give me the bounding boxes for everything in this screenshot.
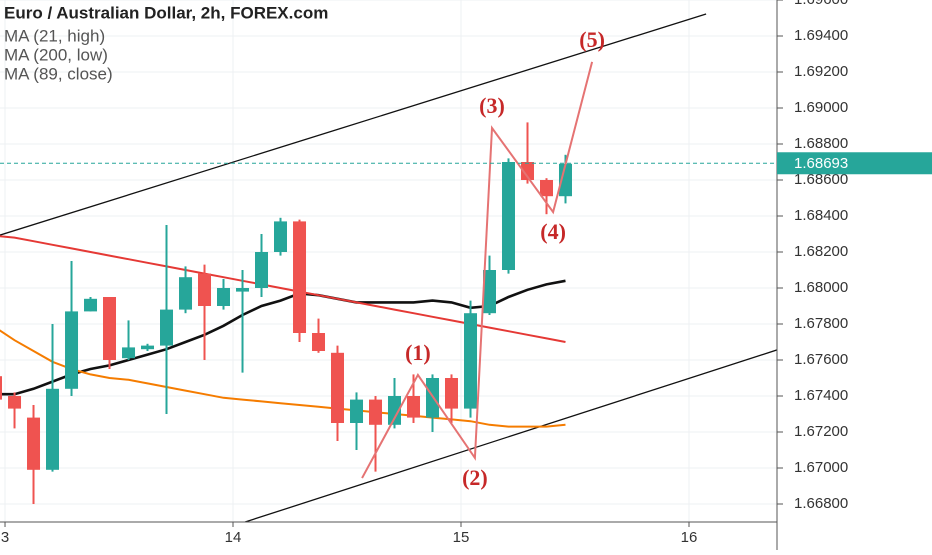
candle-body — [539, 180, 553, 197]
candle-body — [350, 399, 364, 423]
candle-body — [103, 297, 117, 360]
candle-body — [255, 252, 269, 288]
wave-line — [361, 61, 594, 479]
x-tick-label: 15 — [453, 529, 470, 546]
x-tick-label: 14 — [225, 529, 242, 546]
candle-body — [27, 417, 41, 470]
candle-body — [521, 162, 535, 180]
wave-label: (3) — [479, 93, 505, 118]
candle-body — [444, 378, 458, 409]
candle-body — [179, 277, 193, 310]
candle-body — [65, 311, 79, 389]
y-tick-label: 1.66800 — [794, 495, 848, 512]
ma-line — [0, 329, 566, 428]
candle-body — [0, 376, 3, 400]
candle-body — [483, 270, 497, 314]
trend-line — [244, 349, 777, 522]
candle-body — [558, 163, 572, 197]
candle-body — [369, 399, 383, 425]
x-tick-label: 16 — [681, 529, 698, 546]
trend-line — [0, 13, 707, 236]
legend-entry: MA (89, close) — [4, 64, 113, 83]
chart-title: Euro / Australian Dollar, 2h, FOREX.com — [4, 3, 328, 22]
candle-body — [122, 347, 136, 359]
candle-body — [330, 352, 344, 423]
y-tick-label: 1.69000 — [794, 99, 848, 116]
y-tick-label: 1.69400 — [794, 27, 848, 44]
candle-body — [8, 396, 22, 409]
y-tick-label: 1.68600 — [794, 171, 848, 188]
candle-body — [160, 309, 174, 346]
wave-label: (5) — [579, 27, 605, 52]
wave-label: (1) — [405, 340, 431, 365]
y-tick-label: 1.68000 — [794, 279, 848, 296]
last-price-label: 1.68693 — [794, 155, 848, 172]
candle-body — [273, 221, 287, 252]
y-tick-label: 1.68200 — [794, 243, 848, 260]
candle-body — [501, 162, 515, 270]
candle-body — [236, 288, 250, 292]
y-tick-label: 1.67600 — [794, 351, 848, 368]
candle-body — [407, 396, 421, 418]
x-tick-label: 3 — [1, 529, 9, 546]
candle-body — [84, 298, 98, 312]
y-tick-label: 1.67800 — [794, 315, 848, 332]
y-tick-label: 1.67000 — [794, 459, 848, 476]
wave-label: (4) — [540, 219, 566, 244]
candle-body — [217, 288, 231, 306]
legend-entry: MA (21, high) — [4, 26, 105, 45]
candle-body — [293, 221, 307, 333]
y-tick-label: 1.69600 — [794, 0, 848, 8]
legend-entry: MA (200, low) — [4, 45, 108, 64]
y-tick-label: 1.68400 — [794, 207, 848, 224]
y-tick-label: 1.68800 — [794, 135, 848, 152]
wave-label: (2) — [462, 465, 488, 490]
y-tick-label: 1.67200 — [794, 423, 848, 440]
last-price-badge — [777, 152, 932, 175]
candle-body — [464, 313, 478, 409]
y-tick-label: 1.69200 — [794, 63, 848, 80]
y-tick-label: 1.67400 — [794, 387, 848, 404]
candle-body — [141, 345, 155, 350]
candle-body — [387, 396, 401, 425]
candle-body — [46, 388, 60, 470]
candle-body — [312, 333, 326, 351]
candle-body — [198, 273, 212, 306]
